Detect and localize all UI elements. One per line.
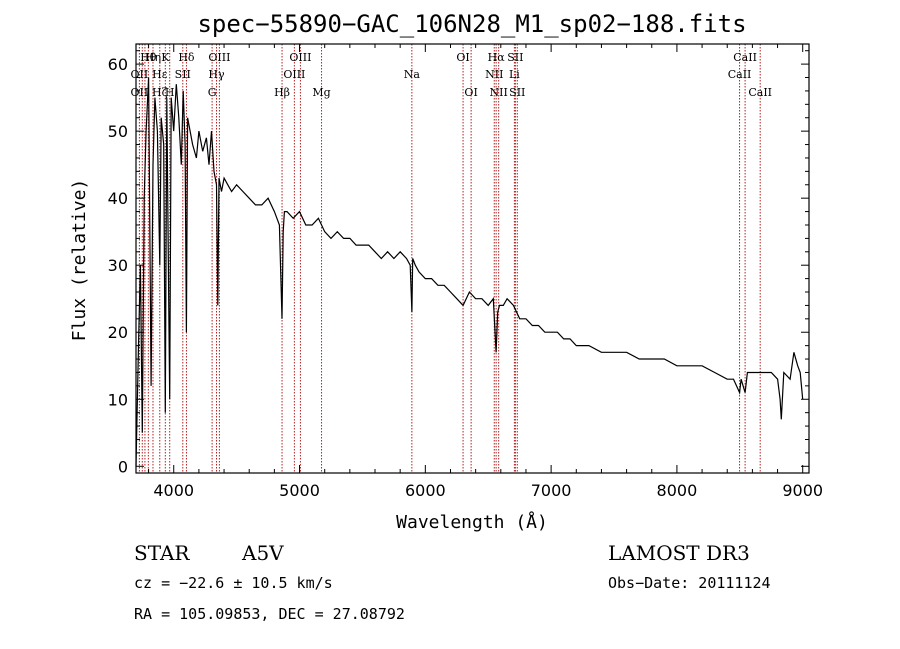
- line-label: Hβ: [274, 86, 290, 99]
- line-label: Hζ: [152, 86, 168, 99]
- line-label: Hγ: [208, 68, 225, 81]
- observation-date: Obs−Date: 20111124: [608, 574, 771, 592]
- line-label: OIII: [208, 51, 230, 64]
- spectrum-line: [135, 77, 804, 467]
- x-tick-label: 4000: [153, 481, 194, 500]
- line-label: CaII: [728, 68, 752, 81]
- line-label: SII: [175, 68, 191, 81]
- line-label: Hα: [488, 51, 506, 64]
- x-tick-label: 6000: [405, 481, 446, 500]
- line-label: CaII: [733, 51, 757, 64]
- line-label: Hη: [145, 51, 161, 64]
- line-label: Hδ: [178, 51, 195, 64]
- y-tick-label: 40: [108, 189, 128, 208]
- y-axis-ticks: 0 10 20 30 40 50 60: [108, 50, 809, 476]
- chart-title: spec−55890−GAC_106N28_M1_sp02−188.fits: [197, 10, 746, 38]
- line-label: OII: [131, 68, 149, 81]
- line-label: OIII: [289, 51, 311, 64]
- spectral-subclass: A5V: [241, 541, 284, 565]
- line-label: G: [208, 86, 217, 99]
- y-tick-label: 10: [108, 390, 128, 409]
- survey-name: LAMOST DR3: [608, 541, 750, 565]
- line-label: SII: [509, 86, 525, 99]
- line-label: SII: [507, 51, 523, 64]
- y-tick-label: 60: [108, 55, 128, 74]
- x-tick-label: 5000: [279, 481, 320, 500]
- line-label: K: [161, 51, 170, 64]
- emission-line-markers: [138, 44, 761, 473]
- line-label: OI: [464, 86, 477, 99]
- line-label: Mg: [312, 86, 330, 99]
- y-tick-label: 20: [108, 323, 128, 342]
- line-label: CaII: [748, 86, 772, 99]
- x-axis-label: Wavelength (Å): [396, 511, 548, 533]
- line-label: Hθ: [140, 51, 157, 64]
- line-label: OIII: [283, 68, 305, 81]
- object-type: STAR: [134, 541, 190, 565]
- line-label: NII: [490, 86, 508, 99]
- x-axis-ticks: 4000 5000 6000 7000 8000 9000: [148, 44, 823, 500]
- y-tick-label: 30: [108, 256, 128, 275]
- line-label: Hε: [152, 68, 168, 81]
- line-label: OII: [131, 86, 149, 99]
- line-label: NII: [485, 68, 503, 81]
- line-label: H: [165, 86, 175, 99]
- redshift-readout: cz = −22.6 ± 10.5 km/s: [134, 574, 333, 592]
- x-tick-label: 9000: [782, 481, 823, 500]
- x-tick-label: 8000: [657, 481, 698, 500]
- y-tick-label: 50: [108, 122, 128, 141]
- y-tick-label: 0: [118, 457, 128, 476]
- y-axis-label: Flux (relative): [69, 179, 90, 342]
- line-label: Li: [509, 68, 520, 81]
- plot-frame: [135, 43, 810, 474]
- line-label: OI: [456, 51, 469, 64]
- line-label: Na: [404, 68, 421, 81]
- coordinates-readout: RA = 105.09853, DEC = 27.08792: [134, 605, 405, 623]
- x-tick-label: 7000: [531, 481, 572, 500]
